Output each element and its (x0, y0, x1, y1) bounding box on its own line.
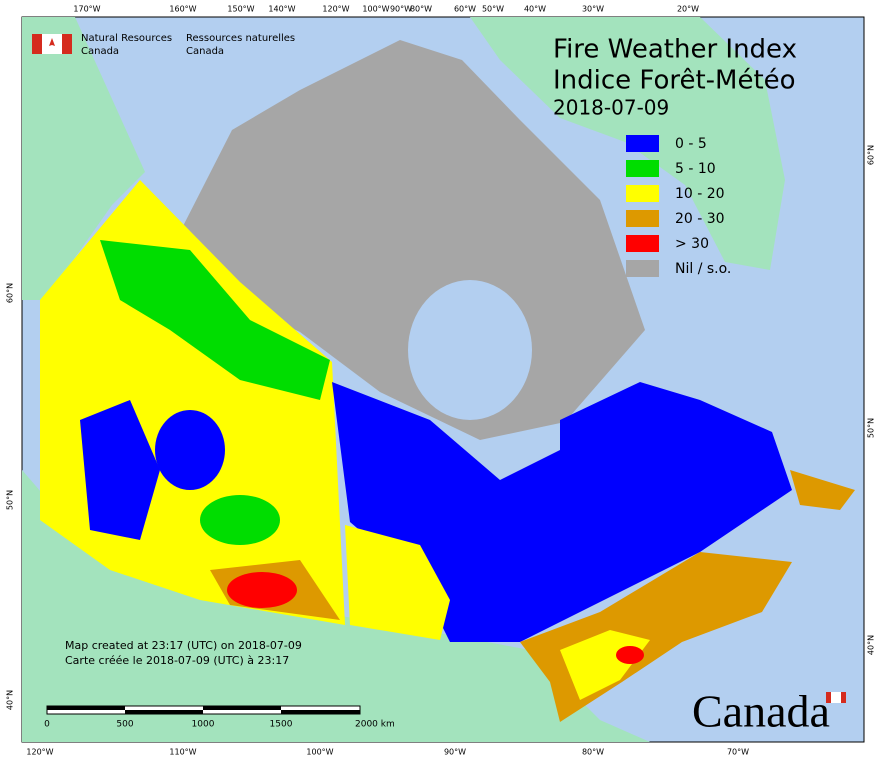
agency-signature: Natural Resources Canada Ressources natu… (32, 33, 295, 57)
legend-label: > 30 (675, 236, 709, 252)
longitude-label: 30°W (582, 5, 604, 14)
legend-swatch (626, 235, 659, 252)
latitude-label: 40°N (867, 635, 876, 655)
fwi-prairie-blue (155, 410, 225, 490)
longitude-label: 120°W (322, 5, 349, 14)
longitude-label: 70°W (727, 748, 749, 757)
fwi-newfoundland (790, 470, 855, 510)
fwi-east-blue (332, 382, 792, 642)
longitude-label: 140°W (268, 5, 295, 14)
legend-label: 0 - 5 (675, 136, 707, 152)
flag-bar (32, 34, 42, 54)
scale-label: 1500 (270, 720, 293, 730)
longitude-label: 160°W (169, 5, 196, 14)
wordmark-flag-field (831, 692, 841, 703)
legend-swatch (626, 160, 659, 177)
longitude-label: 90°W (444, 748, 466, 757)
fwi-south-red (227, 572, 297, 608)
longitude-label: 100°W (306, 748, 333, 757)
longitude-label: 40°W (524, 5, 546, 14)
map-title: Fire Weather Index (553, 35, 797, 65)
longitude-label: 100°W (362, 5, 389, 14)
longitude-label: 170°W (73, 5, 100, 14)
latitude-label: 50°N (6, 490, 15, 510)
flag-leaf (49, 38, 55, 46)
legend-swatch (626, 135, 659, 152)
latitude-label: 60°N (867, 145, 876, 165)
fwi-prairie-green (200, 495, 280, 545)
longitude-label: 20°W (677, 5, 699, 14)
scale-bar-segment (47, 706, 125, 710)
legend-label: 5 - 10 (675, 161, 716, 177)
agency-name: Canada (186, 46, 224, 57)
longitude-label: 90°W (390, 5, 412, 14)
latitude-label: 40°N (6, 690, 15, 710)
agency-name: Canada (81, 46, 119, 57)
fwi-north-green (100, 240, 330, 400)
fwi-central-yellow (345, 525, 450, 640)
wordmark: Canada (692, 686, 830, 737)
longitude-label: 120°W (26, 748, 53, 757)
fwi-southeast-red (616, 646, 644, 664)
scale-bar-segment (203, 706, 281, 710)
longitude-label: 150°W (227, 5, 254, 14)
scale-label: 1000 (192, 720, 215, 730)
united-states (22, 470, 650, 742)
map-title: Indice Forêt-Météo (553, 66, 796, 96)
scale-label: 500 (116, 720, 133, 730)
alaska (22, 17, 145, 300)
latitude-label: 50°N (867, 418, 876, 438)
legend-label: 20 - 30 (675, 211, 725, 227)
legend: 0 - 5 5 - 10 10 - 20 20 - 30 > 30 Nil / s.o. (626, 135, 731, 277)
longitude-label: 80°W (582, 748, 604, 757)
fwi-bc-blue (80, 400, 160, 540)
footnote: Carte créée le 2018-07-09 (UTC) à 23:17 (65, 654, 289, 667)
hudson-bay (408, 280, 532, 420)
map-date: 2018-07-09 (553, 96, 669, 120)
longitude-label: 60°W (454, 5, 476, 14)
agency-name: Natural Resources (81, 33, 172, 44)
legend-swatch (626, 210, 659, 227)
legend-label: 10 - 20 (675, 186, 725, 202)
footnote: Map created at 23:17 (UTC) on 2018-07-09 (65, 639, 302, 652)
longitude-label: 50°W (482, 5, 504, 14)
legend-label: Nil / s.o. (675, 261, 731, 277)
longitude-label: 110°W (169, 748, 196, 757)
scale-bar-segment (281, 710, 360, 714)
scale-label: 0 (44, 720, 50, 730)
legend-swatch (626, 185, 659, 202)
flag-bar (62, 34, 72, 54)
scale-bar (46, 705, 361, 715)
scale-label: 2000 km (355, 720, 395, 730)
longitude-label: 80°W (410, 5, 432, 14)
scale-bar-segment (125, 710, 203, 714)
legend-swatch (626, 260, 659, 277)
latitude-label: 60°N (6, 283, 15, 303)
map-frame (21, 16, 865, 743)
agency-name: Ressources naturelles (186, 33, 295, 44)
